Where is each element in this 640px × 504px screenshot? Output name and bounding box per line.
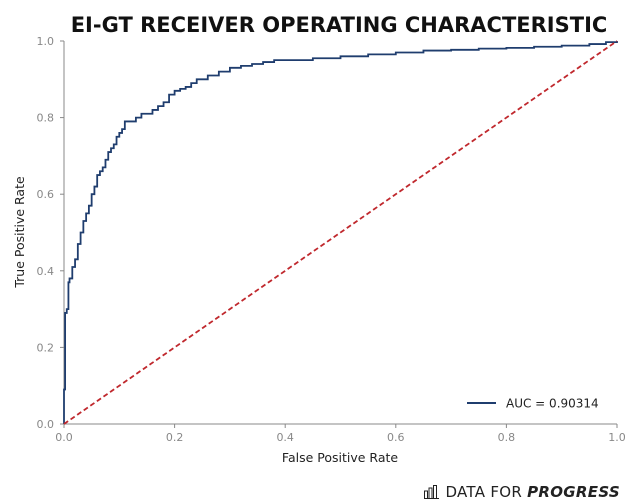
y-tick-label: 0.6 <box>37 188 55 201</box>
x-tick-label: 0.4 <box>276 431 294 444</box>
x-tick-label: 0.6 <box>387 431 405 444</box>
ticks: 0.0 0.2 0.4 0.6 0.8 1.0 0.0 0.2 0.4 0.6 0.8 1.0 <box>37 35 626 444</box>
legend-label: AUC = 0.90314 <box>506 397 599 411</box>
y-tick-label: 0.2 <box>37 341 55 354</box>
axes <box>63 41 617 425</box>
y-tick-label: 0.0 <box>37 418 55 431</box>
legend: AUC = 0.90314 <box>467 397 599 411</box>
brand-logo: DATA FOR PROGRESS <box>424 483 620 501</box>
roc-curve-line <box>63 41 618 424</box>
brand-text-bold: PROGRESS <box>527 483 620 501</box>
y-tick-label: 0.4 <box>37 265 55 278</box>
y-tick-label: 1.0 <box>37 35 55 48</box>
series-layer <box>63 40 618 425</box>
chance-diagonal-line <box>63 40 618 425</box>
x-tick-label: 0.0 <box>55 431 73 444</box>
x-axis-label: False Positive Rate <box>282 450 398 465</box>
bar-chart-icon <box>424 485 440 499</box>
y-axis-label: True Positive Rate <box>12 176 27 289</box>
x-tick-label: 0.2 <box>166 431 184 444</box>
chart-title: EI-GT RECEIVER OPERATING CHARACTERISTIC <box>71 13 608 37</box>
x-tick-label: 0.8 <box>498 431 516 444</box>
x-tick-label: 1.0 <box>608 431 626 444</box>
brand-text: DATA FOR <box>445 483 523 501</box>
y-tick-label: 0.8 <box>37 112 55 125</box>
